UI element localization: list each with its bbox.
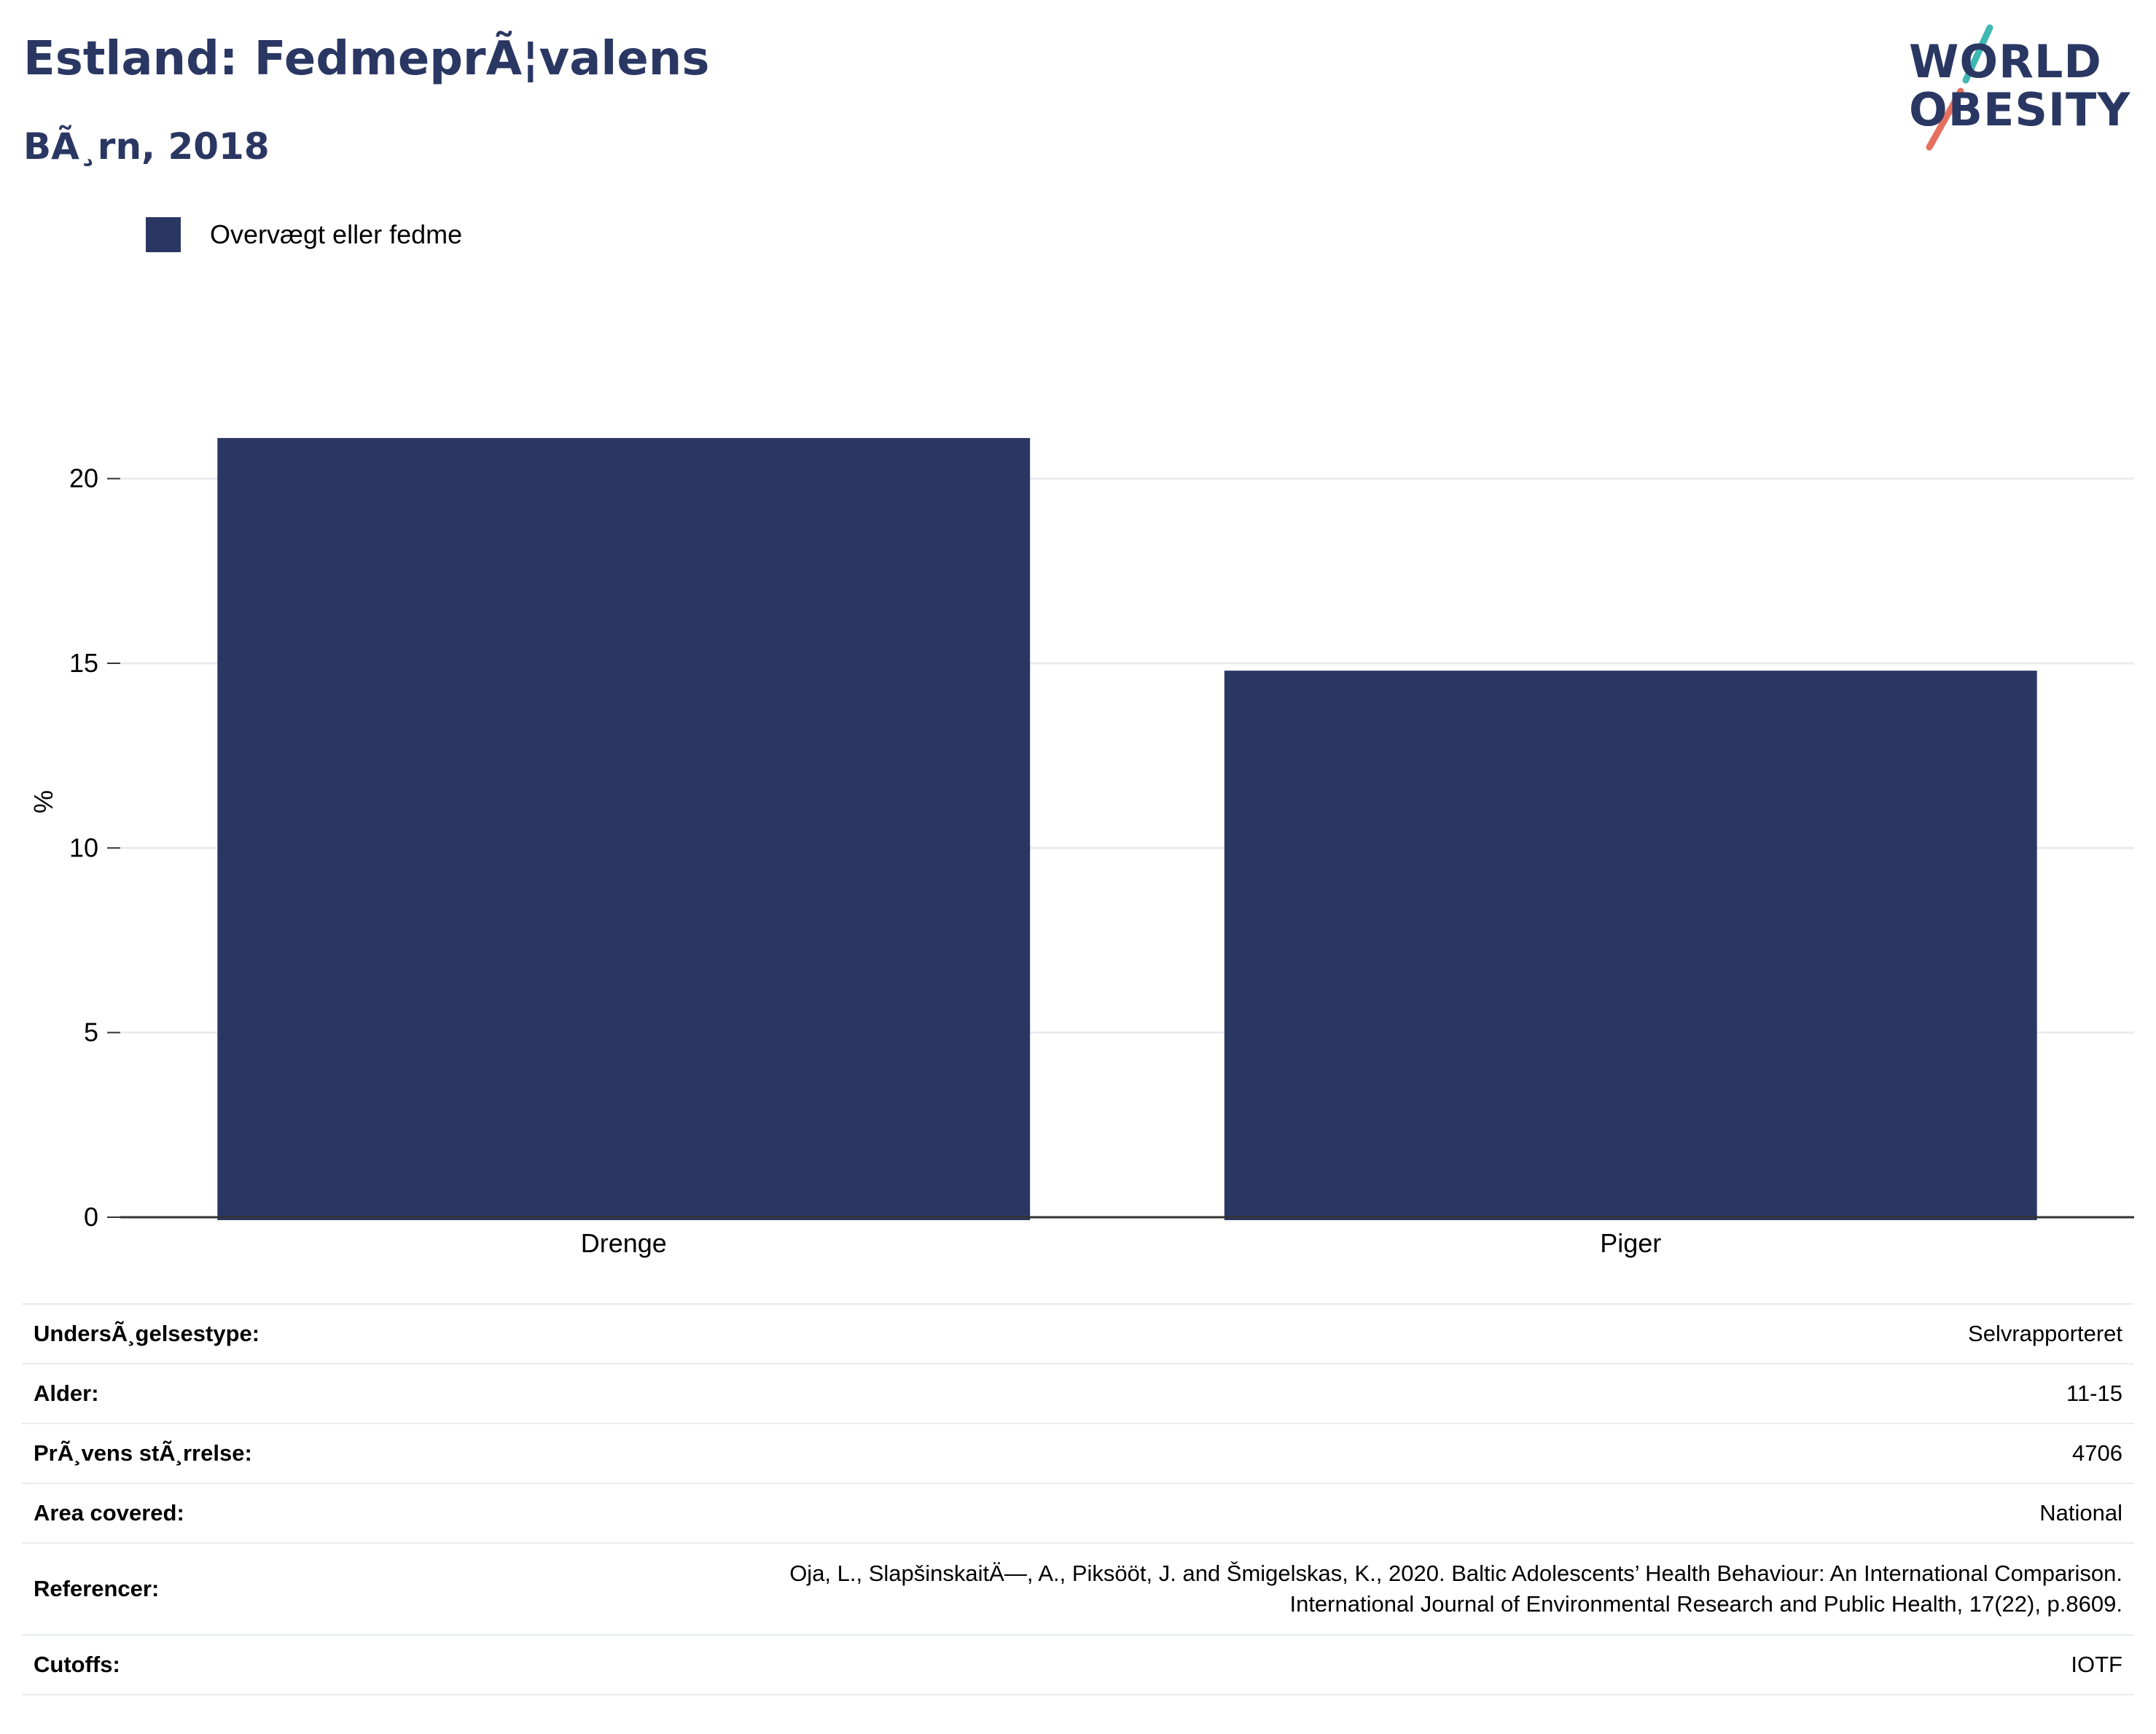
bar-drenge <box>217 437 1031 1220</box>
legend-swatch <box>146 217 181 252</box>
info-value-line: IOTF <box>2071 1652 2122 1677</box>
info-row: UndersÃ¸gelsestype: Selvrapporteret <box>22 1303 2134 1364</box>
info-key: Referencer: <box>22 1542 351 1636</box>
logo-slash-icon <box>1926 24 1993 151</box>
info-value: Oja, L., SlapšinskaitÄ—, A., Piksööt, J.… <box>350 1542 2134 1636</box>
legend-label: Overvægt eller fedme <box>210 219 463 249</box>
info-key: Area covered: <box>22 1483 351 1544</box>
info-value: IOTF <box>350 1634 2134 1695</box>
info-row: PrÃ¸vens stÃ¸rrelse: 4706 <box>22 1423 2134 1484</box>
y-tick-label: 20 <box>69 464 98 493</box>
y-tick-label: 15 <box>69 648 98 678</box>
info-value: 11-15 <box>350 1363 2134 1424</box>
chart-subtitle: BÃ¸rn, 2018 <box>23 125 270 168</box>
info-value-line: Oja, L., SlapšinskaitÄ—, A., Piksööt, J.… <box>789 1561 2122 1586</box>
info-value: 4706 <box>350 1423 2134 1484</box>
y-tick-label: 0 <box>84 1202 98 1232</box>
bars <box>217 437 2037 1220</box>
info-key: Cutoffs: <box>22 1634 351 1695</box>
study-info-table: UndersÃ¸gelsestype: Selvrapporteret Alder:… <box>22 1303 2134 1695</box>
chart-legend: Overvægt eller fedme <box>146 217 462 252</box>
info-value-line: National <box>2039 1500 2122 1526</box>
x-tick-label: Drenge <box>581 1228 667 1258</box>
info-row: Alder: 11-15 <box>22 1363 2134 1424</box>
logo-word-world: WORLD <box>1909 35 2102 88</box>
y-tick-label: 5 <box>84 1018 98 1047</box>
bar-piger <box>1224 671 2037 1220</box>
info-value-line: International Journal of Environmental R… <box>1289 1591 2122 1617</box>
info-value-line: Selvrapporteret <box>1968 1321 2122 1346</box>
info-value-line: 11-15 <box>2066 1380 2122 1406</box>
logo-word-obesity: OBESITY <box>1909 83 2131 136</box>
y-tick-label: 10 <box>69 832 98 862</box>
info-row: Cutoffs: IOTF <box>22 1634 2134 1695</box>
info-value-line: 4706 <box>2072 1440 2122 1466</box>
world-obesity-logo: WORLD OBESITY <box>1899 22 2139 153</box>
info-key: UndersÃ¸gelsestype: <box>22 1303 351 1364</box>
info-key: Alder: <box>22 1363 351 1424</box>
info-row: Area covered: National <box>22 1483 2134 1544</box>
chart-title: Estland: FedmeprÃ¦valens <box>23 32 710 86</box>
info-key: PrÃ¸vens stÃ¸rrelse: <box>22 1423 351 1484</box>
bar-chart: 0 5 10 15 20 Drenge Piger% <box>28 437 2134 1258</box>
axes: 0 5 10 15 20 Drenge Piger% <box>28 464 2134 1258</box>
info-value: Selvrapporteret <box>350 1303 2134 1364</box>
x-tick-label: Piger <box>1600 1228 1661 1258</box>
info-row: Referencer: Oja, L., SlapšinskaitÄ—, A., … <box>22 1542 2134 1636</box>
info-value: National <box>350 1483 2134 1544</box>
y-axis-label: % <box>28 790 58 813</box>
